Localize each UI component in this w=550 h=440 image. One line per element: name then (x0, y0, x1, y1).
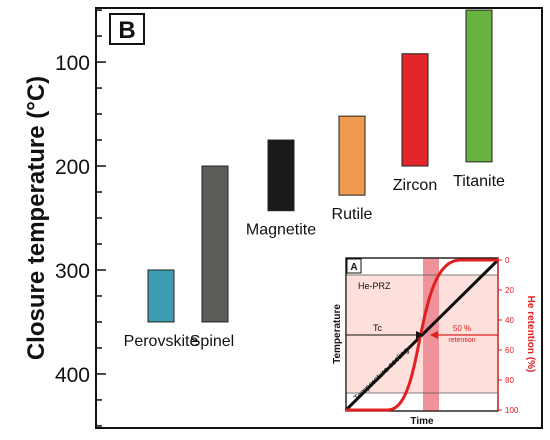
inset-prz-label: He-PRZ (358, 281, 391, 291)
inset-x-label: Time (410, 416, 434, 427)
inset-right-tick-label: 40 (505, 316, 514, 325)
inset-tc-label: Tc (373, 323, 383, 333)
bar-label-perovskite: Perovskite (124, 333, 199, 350)
inset-y-label-right: He retention (%) (525, 296, 536, 373)
inset-retention-label-1: 50 % (453, 324, 471, 333)
bar-label-spinel: Spinel (190, 333, 234, 350)
bar-magnetite (267, 139, 295, 212)
y-tick-label: 400 (55, 364, 90, 387)
y-tick-label: 300 (55, 260, 90, 283)
inset-y-label-left: Temperature (332, 304, 343, 364)
inset-panel: A He-PRZ Tc 50 % retention Temperature c… (332, 256, 536, 427)
panel-label-box (109, 13, 145, 45)
inset-right-tick-label: 80 (505, 376, 514, 385)
inset-panel-label: A (350, 262, 357, 273)
inset-tc-arrowhead (416, 331, 424, 339)
bar-label-magnetite: Magnetite (246, 222, 316, 239)
bar-zircon (401, 53, 429, 167)
bar-spinel (201, 165, 229, 323)
inset-retention-arrowhead (430, 331, 438, 339)
bar-label-rutile: Rutile (332, 206, 373, 223)
y-axis: 100 200 300 400 (55, 9, 106, 427)
y-tick-label: 200 (55, 156, 90, 179)
inset-right-tick-label: 60 (505, 346, 514, 355)
bar-label-titanite: Titanite (453, 173, 505, 190)
y-axis-label: Closure temperature (°C) (23, 76, 50, 360)
y-tick-label: 100 (55, 52, 90, 75)
inset-right-tick-label: 20 (505, 286, 514, 295)
bar-label-zircon: Zircon (393, 177, 437, 194)
inset-right-tick-label: 100 (505, 406, 519, 415)
inset-right-axis: 0 20 40 60 80 100 (497, 256, 519, 415)
bar-titanite (465, 9, 493, 163)
bar-perovskite (147, 269, 175, 323)
inset-right-tick-label: 0 (505, 256, 510, 265)
inset-retention-label-2: retention (448, 337, 475, 344)
panel-label: B (118, 17, 135, 44)
bar-rutile (338, 115, 366, 196)
inset-panel-label-box (346, 258, 362, 274)
